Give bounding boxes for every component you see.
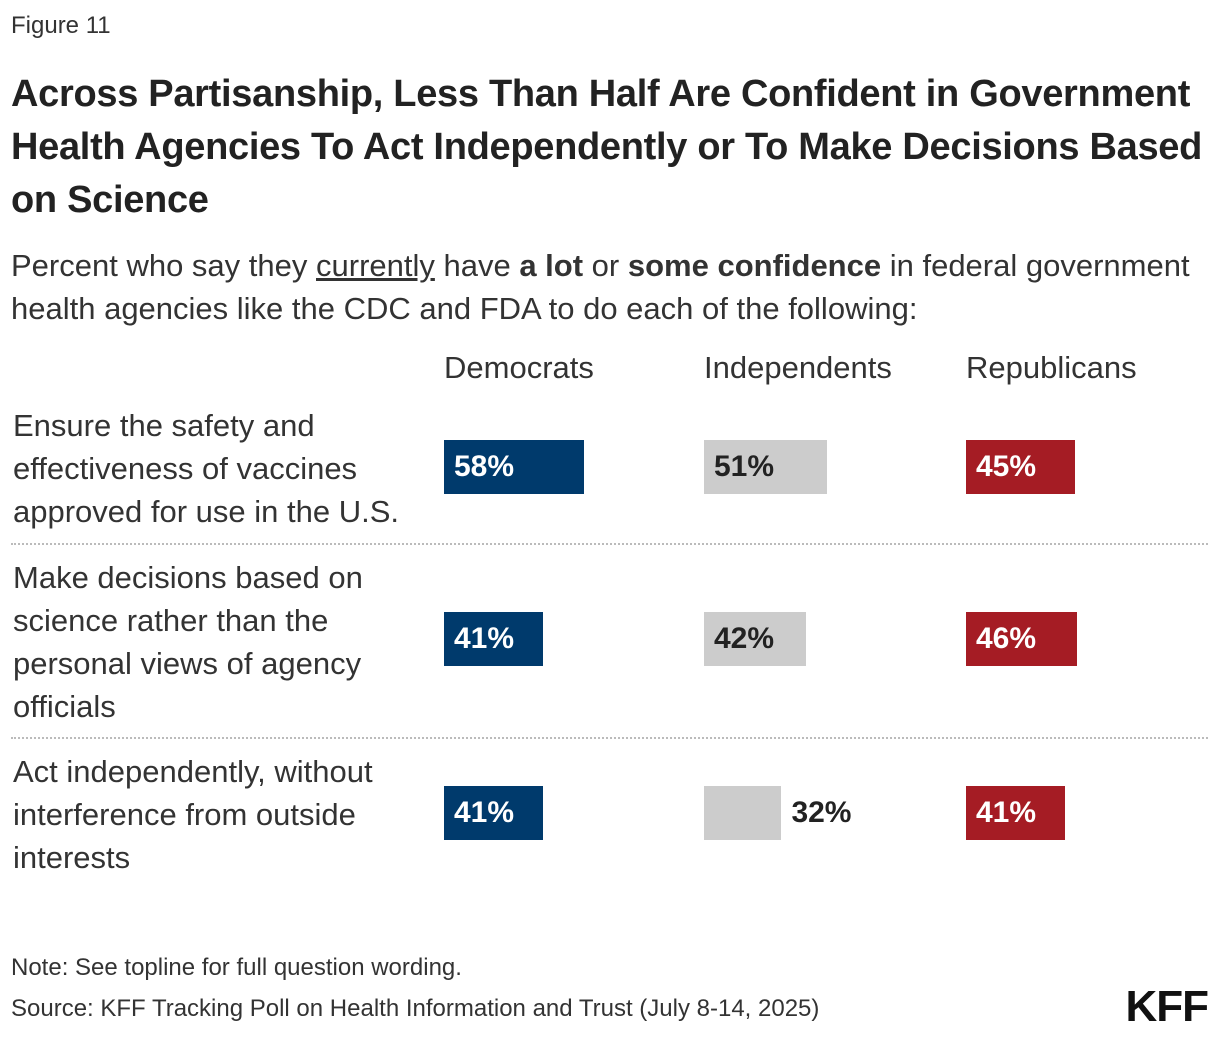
bar xyxy=(444,786,544,840)
source: Source: KFF Tracking Poll on Health Info… xyxy=(11,995,820,1022)
row-label: Ensure the safety and effectiveness of v… xyxy=(13,408,400,529)
data-label: 45% xyxy=(976,450,1037,483)
chart-title: Across Partisanship, Less Than Half Are … xyxy=(11,73,1203,221)
subtitle-text: in federal government health agencies li… xyxy=(11,248,1190,326)
bar xyxy=(704,612,806,666)
bar xyxy=(444,612,544,666)
subtitle-bold: some confidence xyxy=(627,248,882,283)
data-label: 41% xyxy=(454,796,515,829)
kff-logo: KFF xyxy=(1125,982,1209,1031)
bar xyxy=(966,786,1066,840)
column-header: Independents xyxy=(704,350,892,385)
data-label: 42% xyxy=(714,622,775,655)
data-label: 51% xyxy=(714,450,775,483)
column-header: Republicans xyxy=(966,350,1137,385)
subtitle-text: or xyxy=(583,248,628,283)
row-label: Make decisions based on science rather t… xyxy=(13,560,363,724)
row-label: Act independently, without interference … xyxy=(13,754,373,875)
subtitle-underlined: currently xyxy=(316,248,435,283)
bar xyxy=(444,440,585,494)
figure-label: Figure 11 xyxy=(11,12,111,39)
bar xyxy=(966,440,1075,494)
note: Note: See topline for full question word… xyxy=(11,954,462,981)
subtitle-text: Percent who say they xyxy=(11,248,316,283)
data-label: 46% xyxy=(976,622,1037,655)
chart-subtitle: Percent who say they currently have a lo… xyxy=(11,244,1216,330)
subtitle-text: have xyxy=(434,248,520,283)
subtitle-bold: a lot xyxy=(519,248,584,283)
row-divider xyxy=(11,543,1208,545)
column-header: Democrats xyxy=(444,350,594,385)
bar xyxy=(966,612,1078,666)
row-divider xyxy=(11,737,1208,739)
data-label: 58% xyxy=(454,450,515,483)
data-label: 41% xyxy=(454,622,515,655)
data-label: 41% xyxy=(976,796,1037,829)
data-label: 32% xyxy=(791,796,852,829)
bar xyxy=(704,440,828,494)
bar xyxy=(704,786,782,840)
